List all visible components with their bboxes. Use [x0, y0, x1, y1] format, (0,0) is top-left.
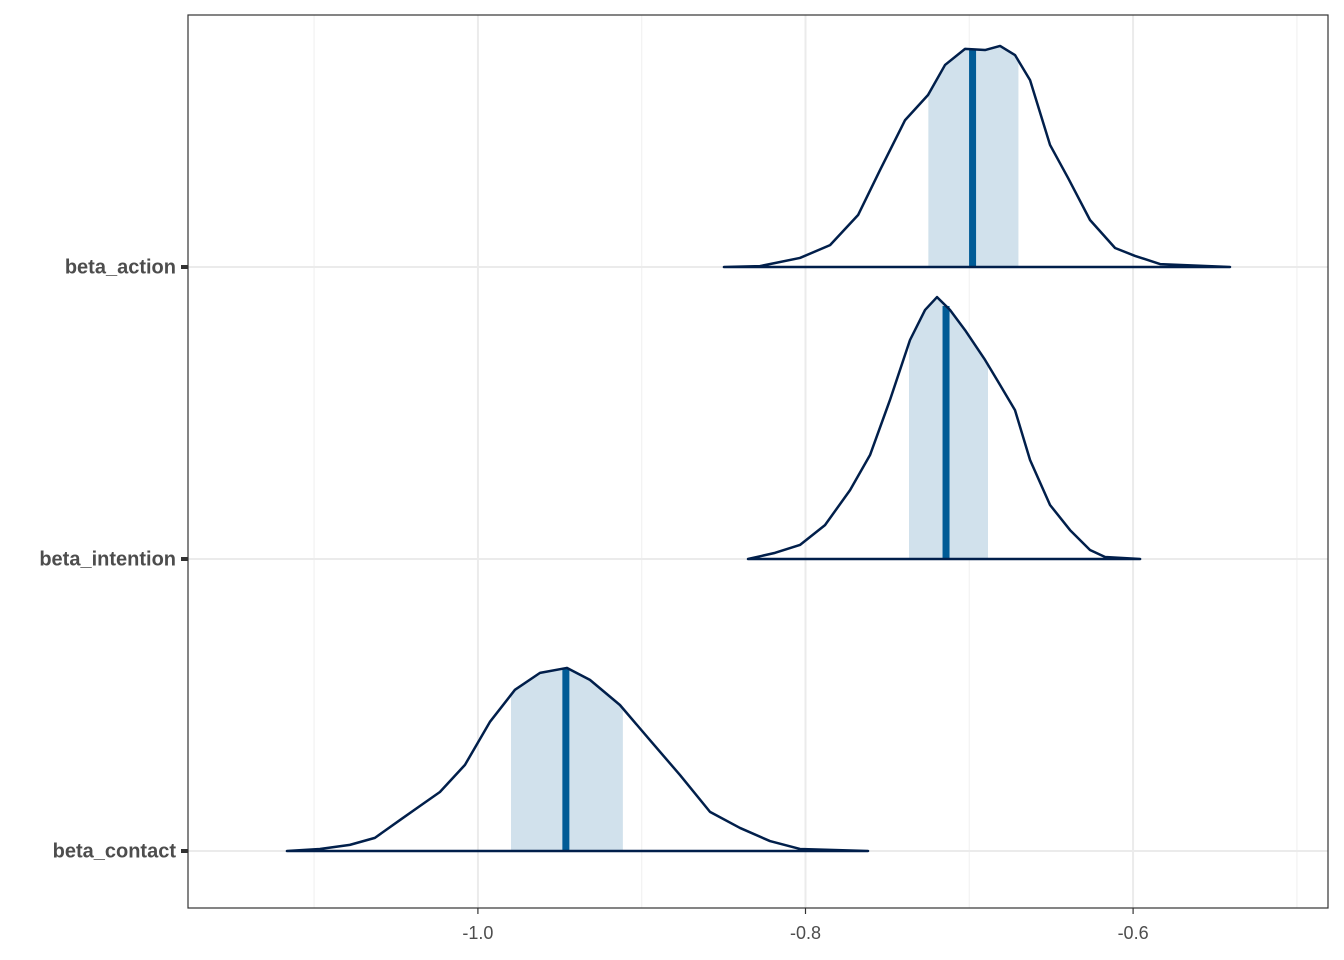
x-tick-label: -1.0	[462, 923, 493, 943]
density-curve	[722, 44, 1232, 269]
interval-area	[511, 667, 623, 851]
interval-area	[928, 45, 1019, 267]
x-tick-label: -0.6	[1118, 923, 1149, 943]
density-curve	[746, 295, 1142, 561]
plot-frame	[187, 14, 1329, 909]
y-tick-label: beta_action	[65, 256, 176, 278]
y-tick-label: beta_contact	[53, 840, 177, 862]
y-tick-label: beta_intention	[39, 548, 176, 570]
density-curve	[285, 666, 870, 853]
x-tick-label: -0.8	[790, 923, 821, 943]
